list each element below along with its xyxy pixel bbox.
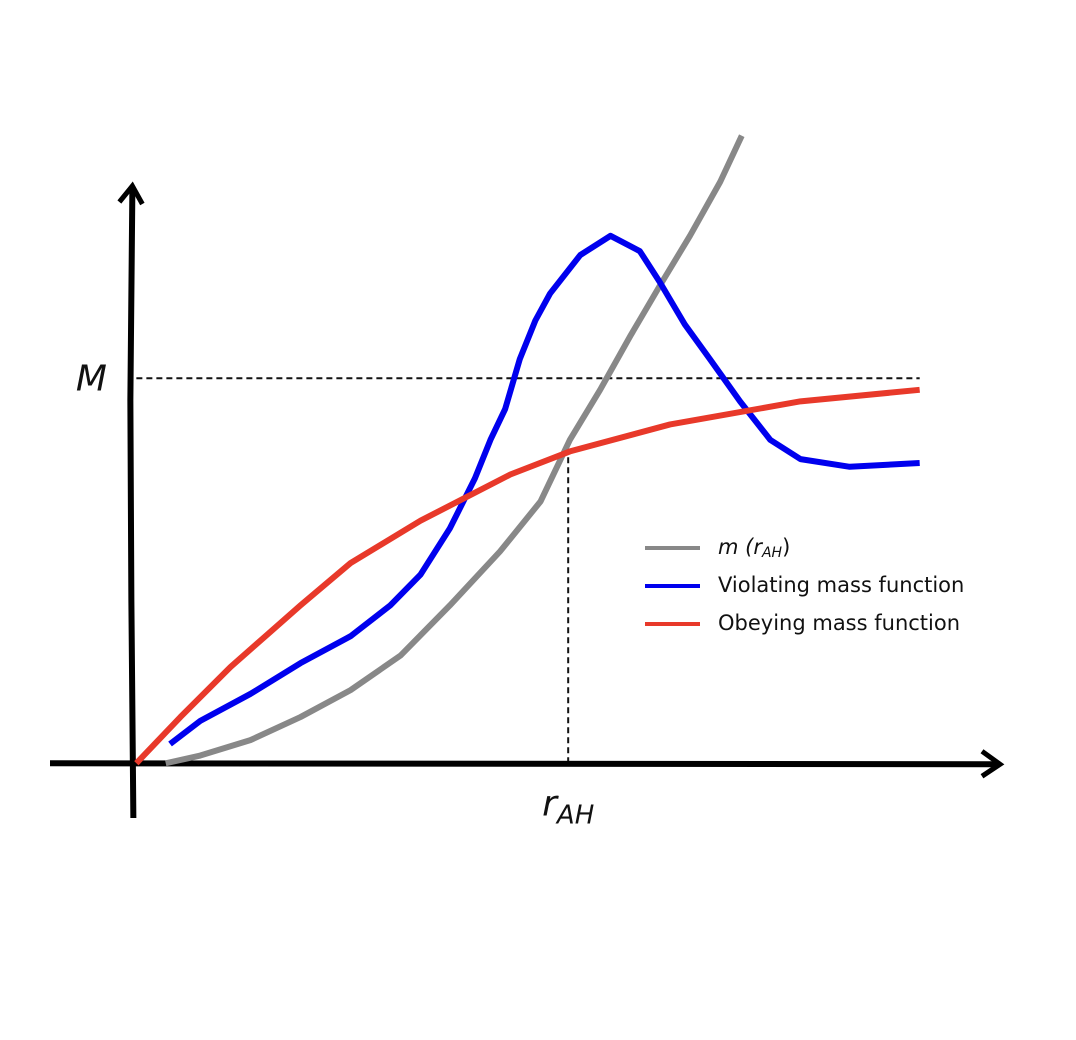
legend-label-part: Obeying mass function [718,611,960,635]
legend-label-part: m (r [718,535,763,559]
x-axis-arrow [980,749,1005,779]
legend-label: Violating mass function [718,573,964,597]
legend-label-part: Violating mass function [718,573,964,597]
y-axis-arrow [117,181,145,206]
series-line [168,232,920,747]
series-line [165,134,745,767]
x-axis [49,760,1001,768]
x-tick-label-subscript: AH [555,800,594,830]
series-line [134,386,920,766]
y-tick-label: M [76,358,107,399]
legend-label-part: AH [761,545,783,561]
x-tick-label: rAH [542,783,594,830]
x-tick-label-main: r [542,783,559,824]
legend-label: m (rAH) [718,535,790,561]
legend-label: Obeying mass function [718,611,960,635]
legend-label-part: ) [782,535,790,559]
y-axis [127,189,137,819]
